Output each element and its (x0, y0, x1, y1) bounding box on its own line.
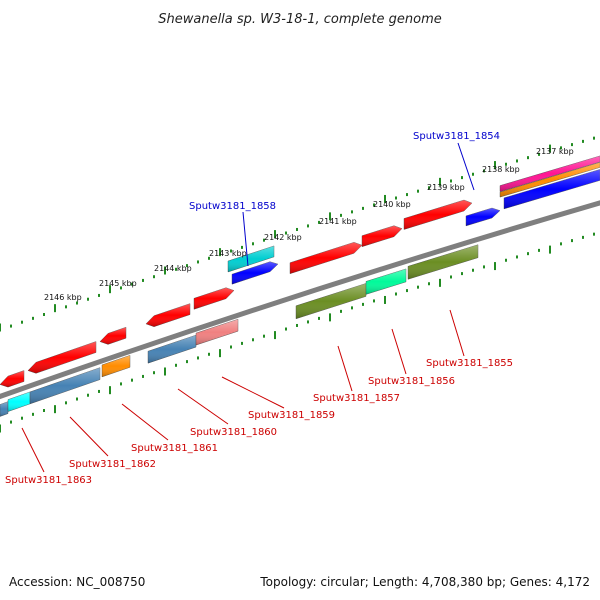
gene-red-forward (289, 242, 363, 274)
gene-shading (500, 155, 600, 192)
gene-shading (30, 367, 100, 404)
gene-sputw3181-1856 (365, 268, 407, 295)
scale-labels: 2146 kbp 2145 kbp 2144 kbp 2143 kbp 2142… (44, 147, 574, 302)
gene-shading (102, 355, 130, 377)
gene-red-forward (99, 326, 127, 345)
map-title: Shewanella sp. W3-18-1, complete genome (158, 12, 441, 27)
callout-sputw3181-1863 (21, 427, 45, 473)
inner-scale-ticks (0, 232, 595, 433)
gene-label-sputw3181-1855[interactable]: Sputw3181_1855 (426, 358, 513, 369)
callout-sputw3181-1857 (337, 345, 353, 392)
gene-shading (232, 261, 278, 285)
scale-label: 2141 kbp (319, 217, 357, 226)
gene-label-sputw3181-1858[interactable]: Sputw3181_1858 (189, 201, 276, 212)
callout-sputw3181-1856 (391, 328, 407, 375)
gene-shading (404, 200, 472, 230)
gene-shading (28, 341, 96, 374)
gene-sputw3181-1859 (195, 318, 239, 346)
gene-shading (148, 335, 196, 364)
gene-label-sputw3181-1854[interactable]: Sputw3181_1854 (413, 131, 500, 142)
genome-summary-text: Topology: circular; Length: 4,708,380 bp… (259, 575, 590, 589)
gene-label-sputw3181-1862[interactable]: Sputw3181_1862 (69, 459, 156, 470)
gene-magenta-band (499, 155, 600, 192)
scale-label: 2140 kbp (373, 200, 411, 209)
gene-shading (362, 225, 402, 247)
gene-red-forward (403, 199, 473, 230)
gene-label-sputw3181-1860[interactable]: Sputw3181_1860 (190, 427, 277, 438)
outer-scale-ticks (0, 136, 595, 332)
gene-label-sputw3181-1863[interactable]: Sputw3181_1863 (5, 475, 92, 486)
gene-label-sputw3181-1857[interactable]: Sputw3181_1857 (313, 393, 400, 404)
gene-shading (8, 391, 30, 412)
gene-sputw3181-1862 (29, 367, 101, 405)
gene-shading (100, 327, 126, 345)
gene-sputw3181-1854-part (465, 207, 501, 227)
callout-sputw3181-1861 (121, 403, 169, 441)
gene-track (0, 155, 600, 417)
gene-sputw3181-1857 (295, 283, 367, 320)
gene-label-sputw3181-1861[interactable]: Sputw3181_1861 (131, 443, 218, 454)
gene-shading (466, 208, 500, 226)
scale-label: 2137 kbp (536, 147, 574, 156)
gene-red-forward (193, 287, 235, 310)
gene-shading (408, 244, 478, 280)
accession-text: Accession: NC_008750 (9, 575, 145, 589)
gene-blue-forward (231, 261, 279, 285)
scale-label: 2146 kbp (44, 293, 82, 302)
gene-shading (0, 370, 24, 388)
reverse-gene-labels: Sputw3181_1863 Sputw3181_1862 Sputw3181_… (5, 358, 513, 486)
gene-red-forward (145, 303, 191, 327)
gene-callouts (21, 142, 475, 473)
gene-shading (296, 283, 366, 319)
genome-backbone (0, 200, 600, 400)
gene-shading (194, 287, 234, 310)
gene-shading (500, 162, 600, 198)
gene-shading (290, 242, 362, 274)
gene-shading (0, 401, 8, 417)
gene-shading (228, 245, 274, 272)
scale-label: 2145 kbp (99, 279, 137, 288)
forward-gene-labels: Sputw3181_1858 Sputw3181_1854 (189, 131, 500, 212)
gene-sputw3181-1858 (227, 245, 275, 273)
gene-shading (504, 169, 600, 209)
gene-sputw3181-1863-fwd (0, 370, 25, 388)
gene-shading (146, 303, 190, 327)
callout-sputw3181-1855 (449, 309, 465, 357)
gene-label-sputw3181-1859[interactable]: Sputw3181_1859 (248, 410, 335, 421)
callout-sputw3181-1859 (221, 376, 285, 409)
gene-shading (196, 319, 238, 346)
gene-red-forward (27, 341, 97, 374)
callout-sputw3181-1858 (242, 211, 249, 267)
gene-orange-band (499, 162, 600, 198)
callout-sputw3181-1862 (69, 416, 109, 457)
callout-sputw3181-1860 (177, 388, 229, 425)
scale-label: 2142 kbp (264, 233, 302, 242)
gene-shading (366, 268, 406, 295)
gene-sputw3181-1861 (101, 355, 131, 378)
scale-label: 2139 kbp (427, 183, 465, 192)
gene-red-forward (361, 225, 403, 247)
scale-label: 2144 kbp (154, 264, 192, 273)
scale-label: 2143 kbp (209, 249, 247, 258)
gene-steelblue-reverse (0, 401, 9, 417)
gene-sputw3181-1854 (503, 169, 600, 210)
gene-sputw3181-1860 (147, 334, 197, 364)
gene-label-sputw3181-1856[interactable]: Sputw3181_1856 (368, 376, 455, 387)
gene-sputw3181-1855 (407, 244, 479, 280)
callout-sputw3181-1854 (457, 142, 475, 191)
scale-label: 2138 kbp (482, 165, 520, 174)
